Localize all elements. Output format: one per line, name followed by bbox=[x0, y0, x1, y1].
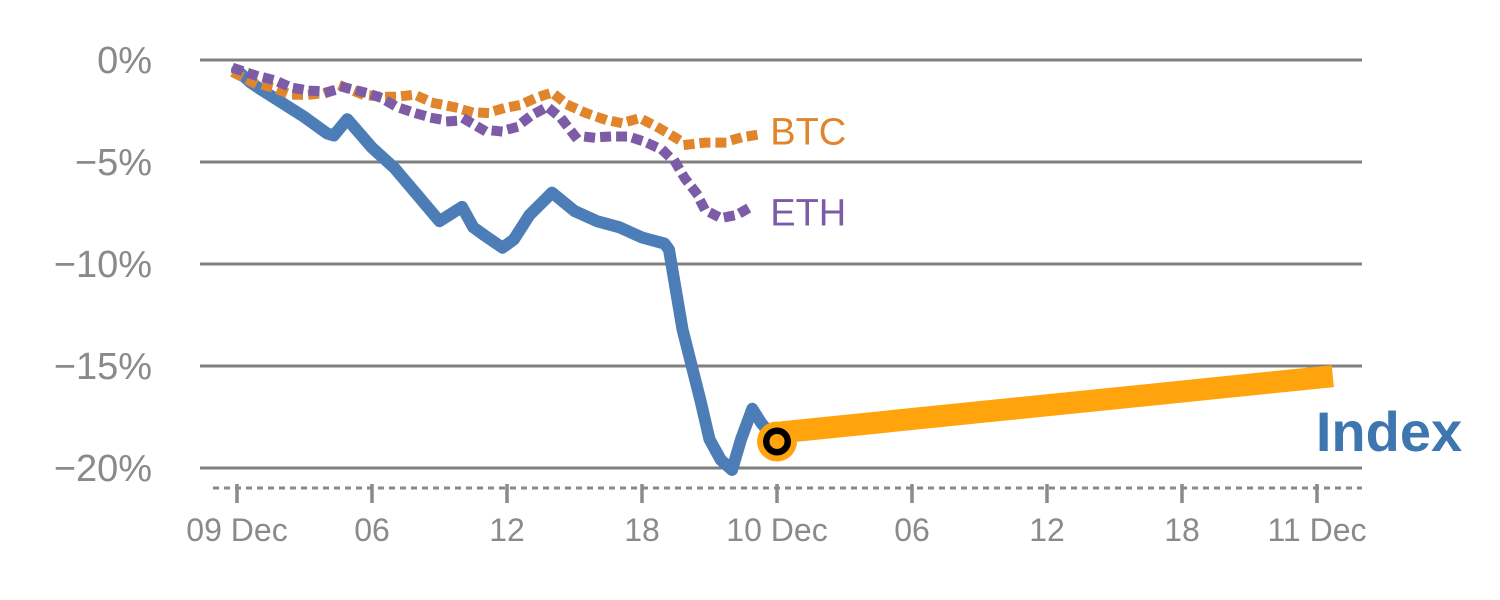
current-value-marker-ring bbox=[763, 427, 791, 456]
x-axis-tick-label: 06 bbox=[894, 512, 930, 548]
current-value-marker-halo bbox=[757, 421, 797, 462]
y-axis-tick-label: −15% bbox=[54, 346, 152, 388]
marker-group bbox=[757, 421, 797, 462]
x-axis-tick-label: 10 Dec bbox=[726, 512, 827, 548]
series-group bbox=[230, 62, 1334, 476]
x-axis-tick-label: 06 bbox=[354, 512, 390, 548]
y-axis-tick-label: −20% bbox=[54, 448, 152, 490]
x-axis-tick-label: 11 Dec bbox=[1267, 512, 1366, 548]
x-axis-tick-label: 18 bbox=[624, 512, 660, 548]
series-line-index-projection bbox=[780, 365, 1334, 444]
series-line-index bbox=[231, 64, 783, 476]
x-axis-tick-label: 09 Dec bbox=[186, 512, 287, 548]
x-axis-tick-label: 12 bbox=[1029, 512, 1065, 548]
axis-group: 0% −5% −10% −15% −20% 09 Dec 06 12 18 10 Dec 06 12 1… bbox=[54, 40, 1367, 548]
labels-group: BTC ETH Index bbox=[770, 112, 1462, 463]
x-axis-tick-label: 18 bbox=[1164, 512, 1200, 548]
series-label-btc: BTC bbox=[770, 112, 846, 154]
y-axis-tick-label: −10% bbox=[54, 244, 152, 286]
series-label-index: Index bbox=[1316, 400, 1462, 463]
series-label-eth: ETH bbox=[770, 192, 846, 234]
y-axis-tick-label: −5% bbox=[75, 142, 152, 184]
y-axis-tick-label: 0% bbox=[97, 40, 152, 82]
series-line-eth bbox=[230, 62, 762, 224]
x-axis-tick-label: 12 bbox=[489, 512, 525, 548]
